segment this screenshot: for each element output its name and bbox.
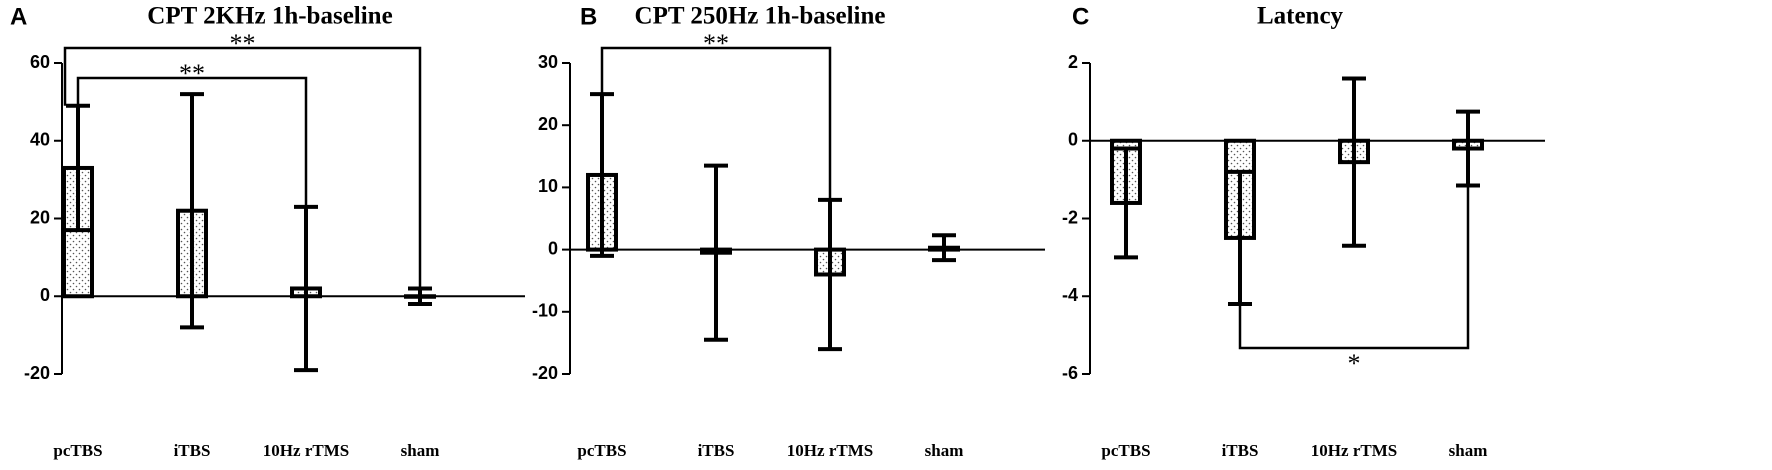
y-tick-label: 30 bbox=[538, 52, 558, 72]
chart-title: CPT 2KHz 1h-baseline bbox=[147, 3, 392, 30]
error-bar bbox=[180, 92, 204, 330]
x-tick-label: sham bbox=[401, 441, 440, 460]
x-tick-label: sham bbox=[925, 441, 964, 460]
y-tick-label: 10 bbox=[538, 176, 558, 196]
error-bar bbox=[1456, 109, 1480, 188]
significance-bracket bbox=[1238, 185, 1470, 350]
x-tick-label: pcTBS bbox=[577, 441, 626, 460]
y-tick-label: 0 bbox=[548, 238, 558, 258]
significance-bracket bbox=[76, 76, 308, 207]
significance-bracket bbox=[600, 46, 832, 200]
error-bar bbox=[1114, 146, 1138, 260]
error-bar bbox=[704, 163, 728, 342]
error-bar bbox=[932, 233, 956, 263]
y-tick-label: -10 bbox=[532, 301, 558, 321]
x-tick-label: iTBS bbox=[698, 441, 735, 460]
y-tick-label: 40 bbox=[30, 130, 50, 150]
significance-label: ** bbox=[703, 29, 729, 58]
y-tick-label: -4 bbox=[1062, 285, 1078, 305]
x-tick-label: sham bbox=[1449, 441, 1488, 460]
y-tick-label: -20 bbox=[532, 363, 558, 383]
y-tick-label: 2 bbox=[1068, 52, 1078, 72]
chart-title: Latency bbox=[1257, 3, 1344, 30]
panel-label: C bbox=[1072, 3, 1089, 30]
y-tick-label: 0 bbox=[40, 285, 50, 305]
x-tick-label: iTBS bbox=[174, 441, 211, 460]
y-tick-label: 0 bbox=[1068, 130, 1078, 150]
error-bar bbox=[1342, 76, 1366, 248]
x-tick-label: pcTBS bbox=[1101, 441, 1150, 460]
significance-label: ** bbox=[179, 59, 205, 88]
y-tick-label: 60 bbox=[30, 52, 50, 72]
x-tick-label: pcTBS bbox=[53, 441, 102, 460]
y-tick-label: -2 bbox=[1062, 207, 1078, 227]
y-tick-label: -20 bbox=[24, 363, 50, 383]
y-tick-label: 20 bbox=[538, 114, 558, 134]
x-tick-label: 10Hz rTMS bbox=[1311, 441, 1397, 460]
y-tick-label: 20 bbox=[30, 207, 50, 227]
panel-label: B bbox=[580, 3, 597, 30]
significance-bracket bbox=[63, 46, 422, 289]
x-tick-label: 10Hz rTMS bbox=[263, 441, 349, 460]
x-tick-label: 10Hz rTMS bbox=[787, 441, 873, 460]
panel-label: A bbox=[10, 3, 27, 30]
chart-title: CPT 250Hz 1h-baseline bbox=[635, 3, 886, 30]
x-tick-label: iTBS bbox=[1222, 441, 1259, 460]
significance-label: * bbox=[1348, 349, 1361, 378]
y-tick-label: -6 bbox=[1062, 363, 1078, 383]
significance-label: ** bbox=[230, 29, 256, 58]
